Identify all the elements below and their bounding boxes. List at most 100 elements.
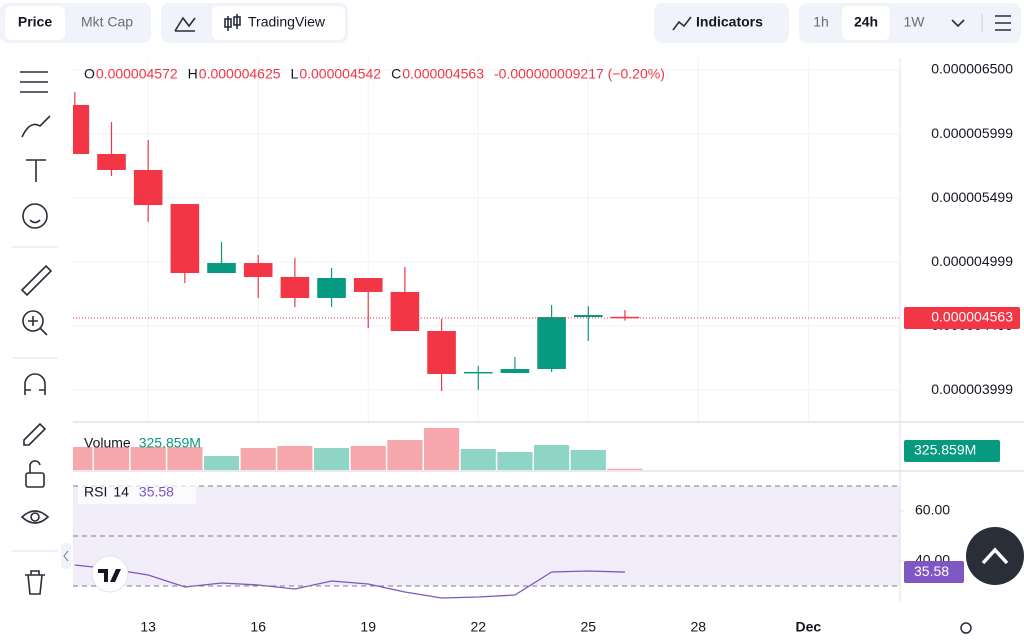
trend-tool[interactable] [20, 71, 48, 93]
collapse-toolbar[interactable] [61, 543, 71, 569]
y-tick-label: 0.000006500 [931, 61, 1013, 77]
interval-label[interactable]: 24h [854, 14, 878, 30]
drawing-toolbar [12, 71, 58, 595]
candle-body [280, 276, 310, 298]
indicators-label[interactable]: Indicators [696, 14, 763, 30]
tv-logo-mark [98, 569, 121, 582]
volume-bar [93, 447, 130, 470]
last-price-label: 0.000004563 [931, 309, 1013, 325]
chart-area: 13 16 19 22 25 28 Dec 0.000006500 0.000005999 0.0… [73, 58, 1024, 635]
tradingview-tab[interactable] [212, 6, 345, 40]
volume-bar [350, 446, 386, 470]
y-tick-label: 60.00 [915, 502, 950, 518]
y-tick-label: 0.000004999 [931, 253, 1013, 269]
x-tick-label: 13 [140, 619, 156, 635]
volume-bar [73, 447, 93, 470]
ohlc-key: L [291, 66, 299, 82]
interval-active[interactable] [842, 6, 890, 40]
candle-body [170, 204, 200, 274]
candle-body [133, 169, 163, 206]
price-tab[interactable] [5, 6, 65, 40]
lock-tool[interactable] [25, 472, 45, 488]
mkt-cap-tab-label[interactable]: Mkt Cap [81, 14, 133, 30]
rsi-title: RSI [84, 484, 107, 500]
y-tick-label: 0.000005499 [931, 189, 1013, 205]
volume-bar [570, 450, 606, 470]
volume-bar [460, 449, 496, 470]
indicators-icon[interactable] [672, 16, 692, 31]
candle-body [610, 316, 640, 319]
volume-bar [130, 447, 166, 470]
plot [73, 58, 900, 599]
ohlc-key: C [391, 66, 401, 82]
x-tick-label: 19 [360, 619, 376, 635]
x-tick-label: Dec [795, 619, 821, 635]
candle-icon-body [233, 16, 241, 26]
ohlc-key: O [84, 66, 95, 82]
rsi-tag [904, 561, 964, 584]
volume-bar [423, 428, 460, 470]
y-tick-label: 0.000005999 [931, 125, 1013, 141]
volume-bar [607, 468, 643, 470]
zoom-tool[interactable] [22, 310, 44, 332]
candle-body [463, 371, 493, 374]
lock-shackle [29, 460, 41, 473]
visibility-tool[interactable] [20, 510, 50, 524]
volume-title: Volume [84, 435, 131, 451]
ohlc-value: 0.000004542 [299, 66, 381, 82]
tv-logo[interactable] [91, 555, 129, 593]
rsi-period: 14 [113, 484, 129, 500]
tradingview-tab-label[interactable]: TradingView [248, 14, 326, 30]
candle-body [353, 278, 383, 292]
candle-body [573, 315, 603, 318]
brush-tool[interactable] [21, 115, 51, 138]
ohlc-change: -0.000000009217 (−0.20%) [494, 66, 665, 82]
dropdown-icon[interactable] [951, 19, 965, 28]
delete-tool[interactable] [25, 570, 45, 595]
volume-bar [533, 445, 570, 470]
candle-body [97, 153, 126, 170]
x-tick-label: 28 [691, 619, 707, 635]
price-tab-label[interactable]: Price [18, 14, 52, 30]
candle-icon-body [224, 18, 232, 28]
emoji-tool[interactable] [22, 203, 48, 229]
magnet-tool[interactable] [24, 373, 46, 395]
volume-bar [497, 452, 533, 470]
ohlc-value: 0.000004625 [199, 66, 281, 82]
volume-bar [277, 446, 313, 470]
volume-tag-label: 325.859M [914, 442, 976, 458]
indicators-button[interactable] [654, 3, 789, 43]
x-tick-label: 25 [580, 619, 596, 635]
collapse-icon [63, 550, 69, 562]
ruler-tool[interactable] [20, 264, 53, 297]
visibility-pupil [30, 512, 40, 522]
line-chart-icon[interactable] [174, 16, 196, 32]
ohlc-value: 0.000004563 [402, 66, 484, 82]
rsi-tag-label: 35.58 [914, 563, 949, 579]
zoom-tool-plus [28, 316, 48, 336]
candle-body [317, 278, 346, 298]
candle-body [207, 263, 236, 274]
ohlc-key: H [188, 66, 198, 82]
rsi-line [74, 564, 625, 599]
candle-body [500, 369, 530, 373]
x-tick-label: 22 [470, 619, 486, 635]
volume-bar [387, 440, 423, 470]
candle-body [427, 331, 456, 375]
volume-value: 325.859M [139, 435, 201, 451]
interval-label[interactable]: 1W [904, 14, 926, 30]
axis-settings-icon[interactable] [960, 622, 972, 634]
lock-draw-tool[interactable] [23, 422, 47, 446]
candle-body [73, 104, 90, 154]
volume-bar [203, 456, 240, 470]
settings-icon[interactable] [995, 15, 1011, 31]
y-tick-label: 0.000003999 [931, 381, 1013, 397]
last-price-tag [904, 306, 1020, 329]
scroll-top-button[interactable] [966, 527, 1024, 585]
candle-body [243, 263, 273, 277]
interval-label[interactable]: 1h [813, 14, 829, 30]
text-tool[interactable] [26, 159, 46, 182]
volume-bar [313, 448, 350, 470]
volume-tag [904, 440, 1000, 462]
